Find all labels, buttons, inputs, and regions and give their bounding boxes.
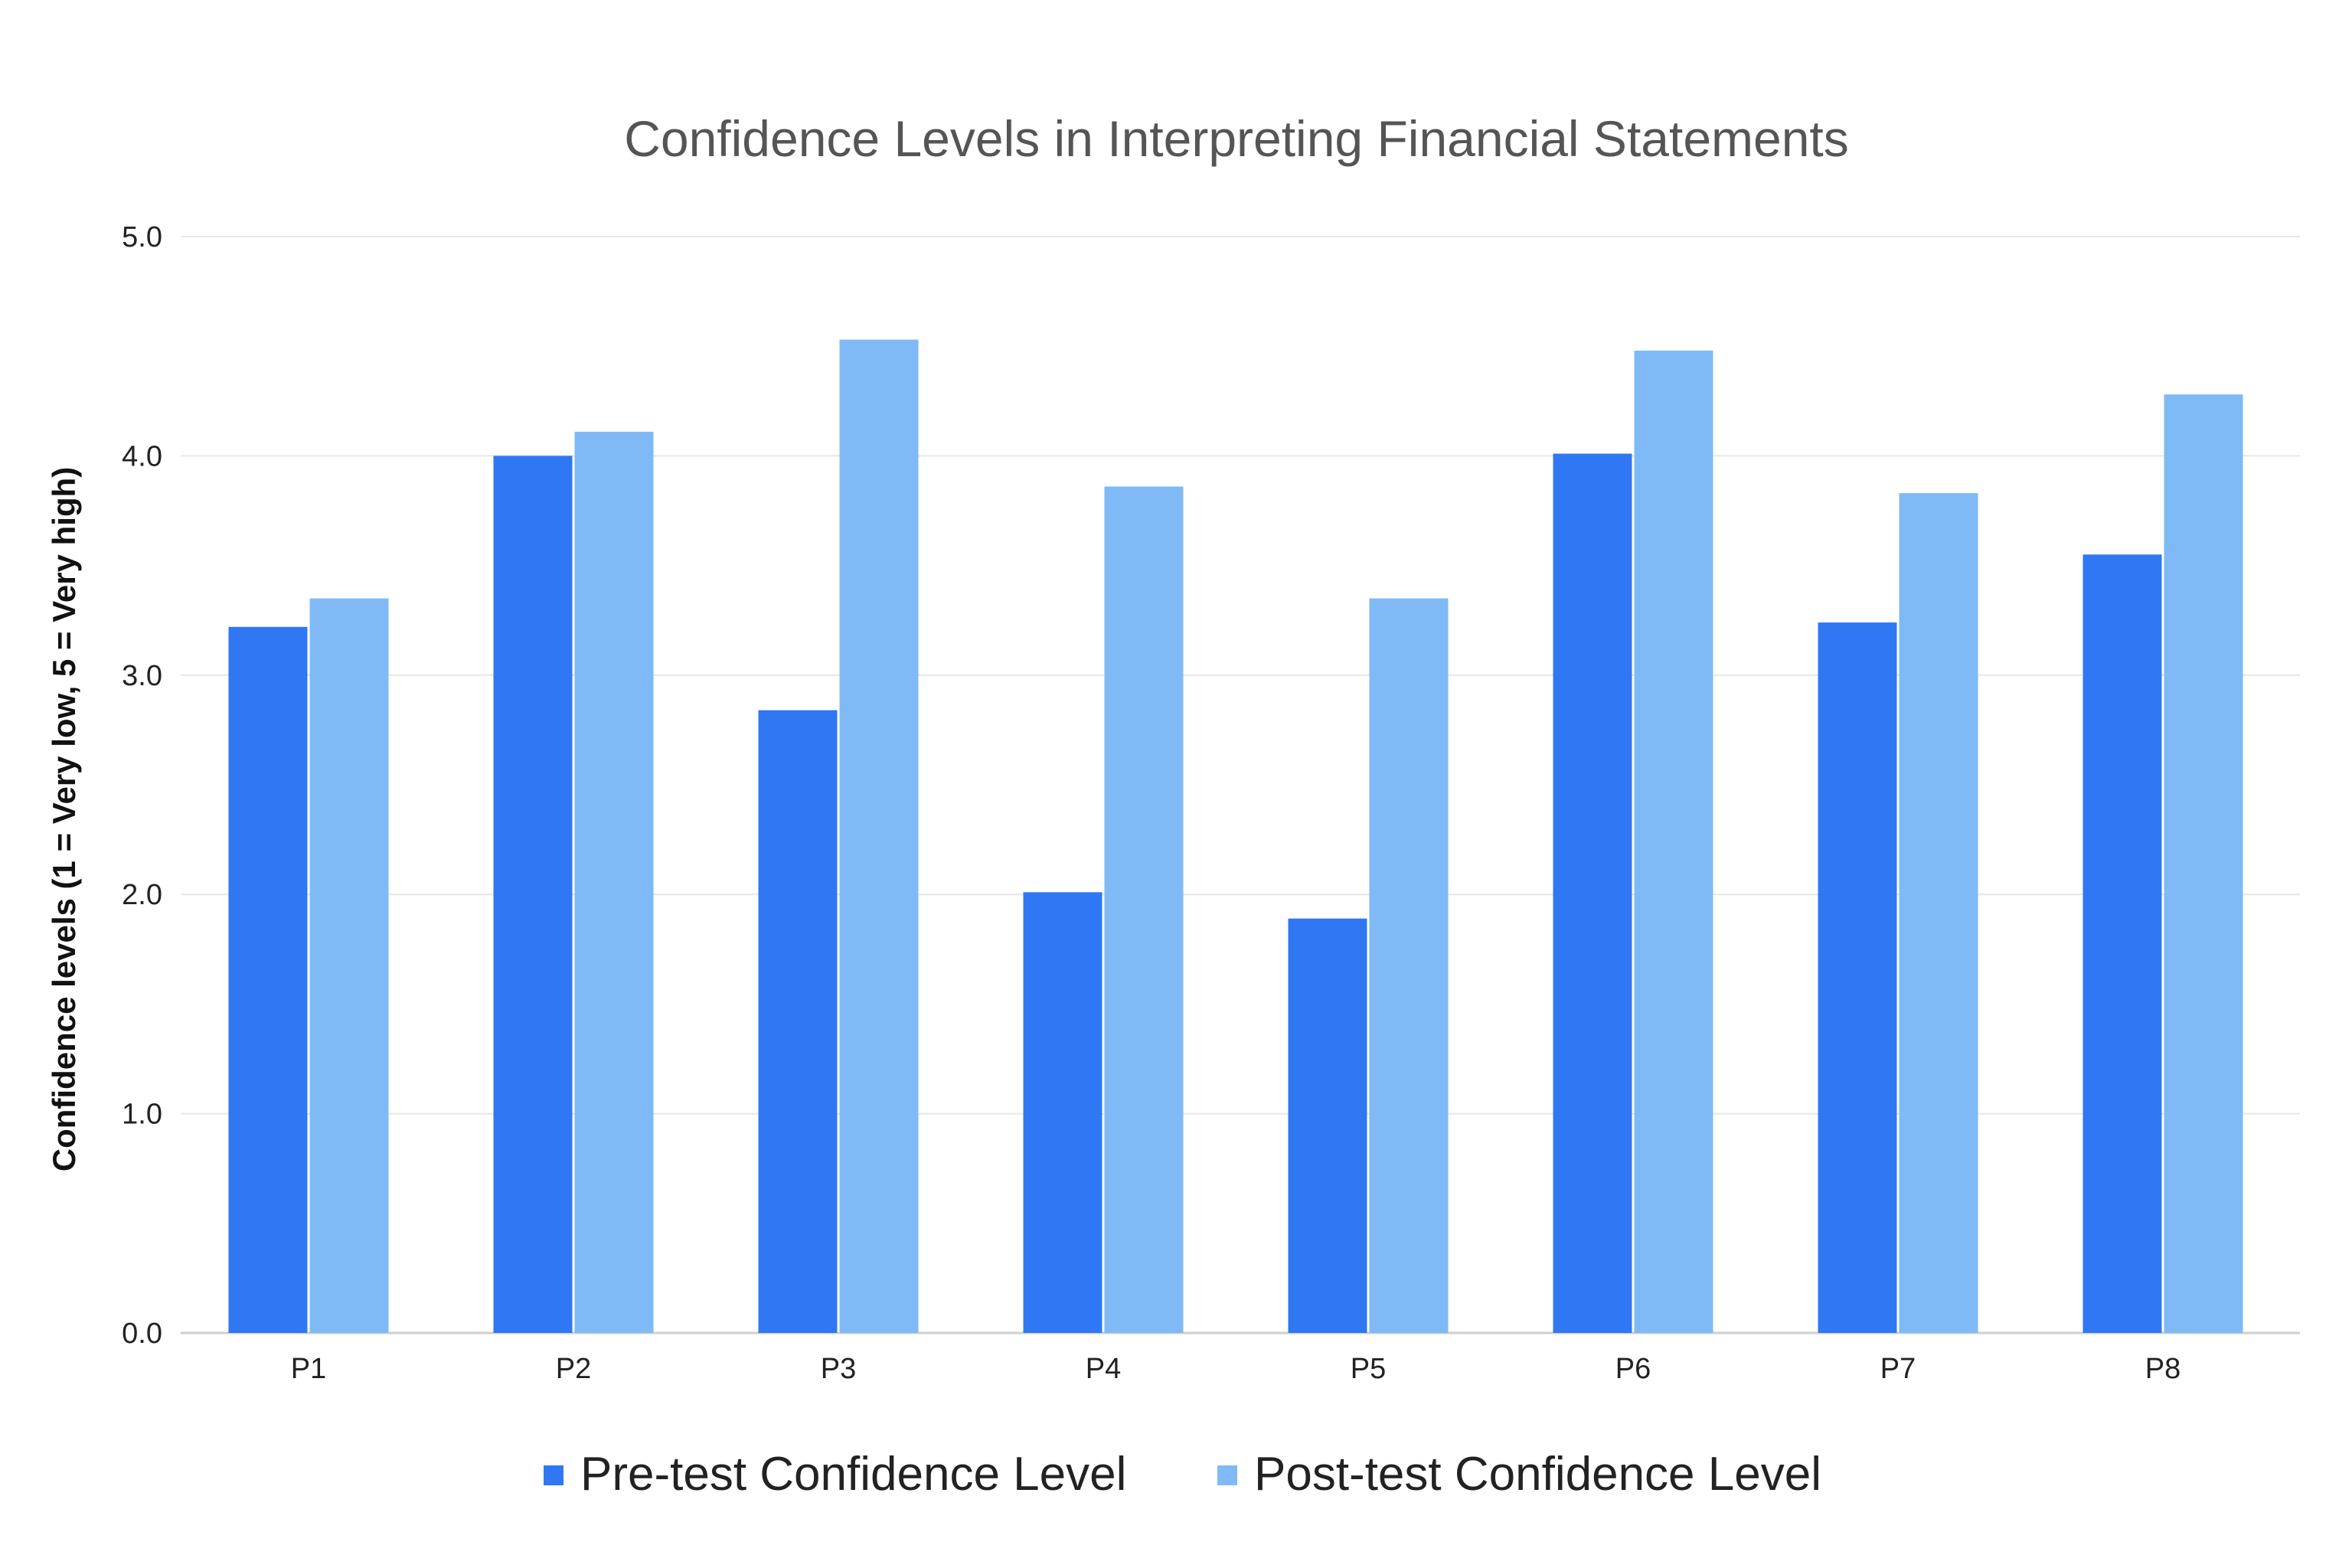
pre-test-bar	[758, 710, 838, 1333]
legend-swatch-pre-test	[544, 1465, 564, 1485]
y-axis-ticks: 0.0 1.0 2.0 3.0 4.0 5.0	[122, 221, 162, 1350]
bars	[228, 339, 2243, 1334]
post-test-bar	[1104, 486, 1184, 1333]
y-tick-label: 0.0	[122, 1318, 162, 1350]
x-axis-ticks: P1 P2 P3 P4 P5 P6 P7 P8	[291, 1353, 2180, 1385]
post-test-bar	[1899, 493, 1978, 1333]
post-test-bar	[839, 339, 919, 1333]
pre-test-bar	[2082, 554, 2162, 1333]
y-tick-label: 2.0	[122, 879, 162, 911]
pre-test-bar	[1023, 892, 1102, 1333]
x-tick-label: P4	[1086, 1353, 1121, 1385]
post-test-bar	[2164, 394, 2243, 1333]
x-tick-label: P6	[1615, 1353, 1651, 1385]
x-tick-label: P2	[556, 1353, 591, 1385]
y-tick-label: 4.0	[122, 440, 162, 472]
chart-title: Confidence Levels in Interpreting Financ…	[624, 110, 1849, 167]
x-tick-label: P1	[291, 1353, 326, 1385]
y-tick-label: 3.0	[122, 660, 162, 692]
pre-test-bar	[1818, 622, 1897, 1333]
pre-test-bar	[493, 456, 573, 1333]
x-tick-label: P5	[1351, 1353, 1386, 1385]
x-tick-label: P3	[821, 1353, 856, 1385]
x-tick-label: P8	[2145, 1353, 2180, 1385]
post-test-bar	[1369, 598, 1449, 1333]
post-test-bar	[309, 598, 389, 1333]
x-tick-label: P7	[1880, 1353, 1916, 1385]
post-test-bar	[574, 431, 654, 1333]
pre-test-bar	[1553, 453, 1632, 1333]
legend: Pre-test Confidence Level Post-test Confi…	[544, 1448, 1821, 1501]
legend-label-post-test: Post-test Confidence Level	[1254, 1448, 1821, 1501]
legend-swatch-post-test	[1217, 1465, 1237, 1485]
y-tick-label: 1.0	[122, 1099, 162, 1131]
pre-test-bar	[1288, 918, 1367, 1333]
pre-test-bar	[228, 626, 308, 1333]
legend-label-pre-test: Pre-test Confidence Level	[580, 1448, 1126, 1501]
post-test-bar	[1634, 350, 1713, 1334]
y-tick-label: 5.0	[122, 221, 162, 253]
y-axis-label: Confidence levels (1 = Very low, 5 = Ver…	[46, 467, 82, 1171]
